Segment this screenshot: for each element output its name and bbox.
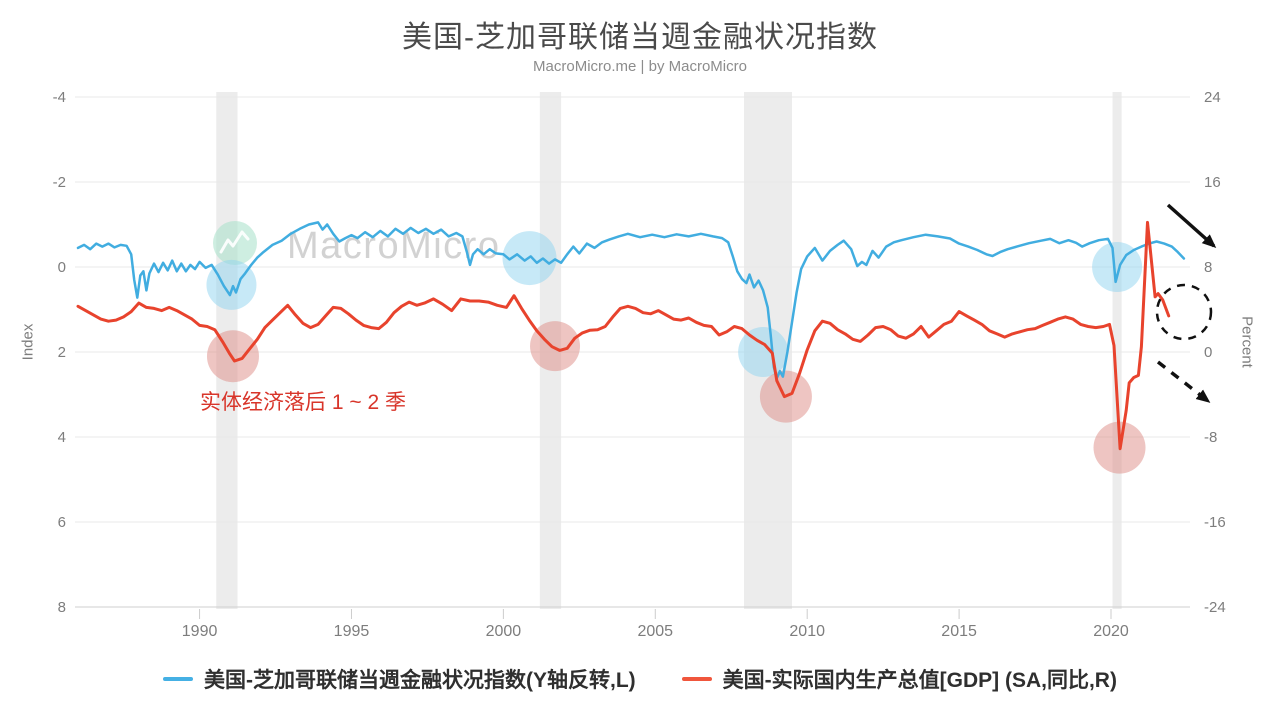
- y-left-tick-label: 6: [58, 514, 66, 531]
- nfci-line[interactable]: [76, 221, 1186, 380]
- gdp-line[interactable]: [76, 220, 1171, 451]
- x-tick-label: 2000: [486, 623, 522, 640]
- y-right-tick-label: 24: [1204, 89, 1221, 106]
- y-right-tick-label: 16: [1204, 174, 1221, 191]
- y-left-tick-label: 8: [58, 599, 66, 616]
- highlight-circle-nfci: [206, 259, 257, 310]
- highlight-circle-nfci: [738, 327, 789, 377]
- y-axis-title-right: Percent: [1238, 316, 1256, 368]
- x-tick-label: 1995: [334, 623, 370, 640]
- y-left-tick-label: 4: [58, 429, 66, 446]
- page-subtitle: MacroMicro.me | by MacroMicro: [533, 58, 747, 75]
- y-right-tick-label: -16: [1204, 514, 1226, 531]
- nfci-line-swatch: [163, 677, 193, 681]
- lag-annotation-text: 实体经济落后 1 ~ 2 季: [200, 391, 406, 414]
- x-tick-label: 2015: [941, 623, 977, 640]
- dashed-circle-annotation-icon: [1155, 283, 1213, 341]
- y-left-tick-label: 0: [58, 259, 66, 276]
- x-tick-label: 1990: [182, 623, 218, 640]
- gdp-line-swatch: [681, 677, 712, 681]
- y-left-tick-label: -2: [53, 174, 66, 191]
- legend-item-gdp[interactable]: 美国-实际国内生产总值[GDP] (SA,同比,R): [681, 664, 1117, 694]
- dashed-arrow-annotation-icon: [1156, 360, 1211, 403]
- watermark-logo-zigzag-icon: [219, 230, 250, 254]
- legend-label-nfci: 美国-芝加哥联储当週金融状况指数(Y轴反转,L): [204, 669, 636, 692]
- y-right-tick-label: 8: [1204, 259, 1212, 276]
- y-left-tick-label: 2: [58, 344, 66, 361]
- legend-item-nfci[interactable]: 美国-芝加哥联储当週金融状况指数(Y轴反转,L): [163, 664, 636, 694]
- y-right-tick-label: 0: [1204, 344, 1212, 361]
- y-left-tick-label: -4: [53, 89, 66, 106]
- solid-arrow-annotation-icon: [1166, 203, 1217, 248]
- highlight-circle-nfci: [1092, 242, 1143, 292]
- x-tick-label: 2010: [789, 623, 825, 640]
- legend: 美国-芝加哥联储当週金融状况指数(Y轴反转,L) 美国-实际国内生产总值[GDP…: [0, 664, 1280, 694]
- highlight-circle-gdp: [530, 321, 581, 372]
- y-right-tick-label: -8: [1204, 429, 1217, 446]
- y-right-tick-label: -24: [1204, 599, 1226, 616]
- x-tick-label: 2020: [1093, 623, 1129, 640]
- page-title: 美国-芝加哥联储当週金融状况指数: [402, 21, 878, 54]
- recession-band: [1112, 92, 1122, 609]
- x-tick-label: 2005: [637, 623, 673, 640]
- legend-label-gdp: 美国-实际国内生产总值[GDP] (SA,同比,R): [722, 669, 1117, 692]
- y-axis-title-left: Index: [19, 323, 37, 361]
